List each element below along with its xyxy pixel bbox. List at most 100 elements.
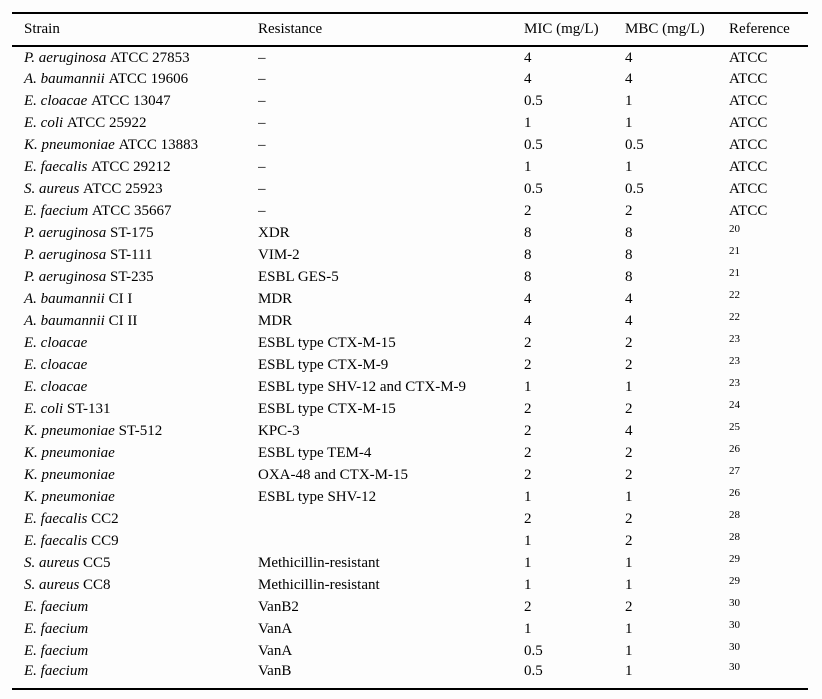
reference-value: 22 (729, 310, 740, 323)
strain-identifier: ST-235 (106, 268, 154, 285)
table-row: E. coli ATCC 25922 – 1 1 ATCC (12, 112, 808, 134)
strain-cell: E. faecium (12, 640, 258, 662)
reference-value: 26 (729, 486, 740, 499)
column-header-mbc: MBC (mg/L) (625, 21, 705, 37)
table-row: K. pneumoniae ST-512 KPC-3 2 4 25 (12, 420, 808, 442)
table-row: K. pneumoniae ATCC 13883 – 0.5 0.5 ATCC (12, 134, 808, 156)
strain-cell: A. baumannii CI II (12, 310, 258, 332)
reference-value: 22 (729, 288, 740, 301)
mic-cell: 0.5 (524, 92, 543, 109)
table-row: A. baumannii ATCC 19606 – 4 4 ATCC (12, 68, 808, 90)
mbc-cell: 0.5 (625, 180, 644, 197)
strain-cell: K. pneumoniae (12, 442, 258, 464)
reference-value: ATCC (729, 114, 768, 131)
strain-species: K. pneumoniae (24, 136, 115, 153)
reference-value: ATCC (729, 92, 768, 109)
reference-cell: ATCC (729, 68, 808, 90)
strain-susceptibility-table-container: Strain Resistance MIC (mg/L) MBC (mg/L) … (12, 12, 808, 690)
mbc-cell: 4 (625, 290, 633, 307)
reference-value: 30 (729, 640, 740, 653)
reference-cell: 21 (729, 266, 808, 288)
resistance-cell: VanB (258, 663, 292, 679)
resistance-cell: – (258, 158, 266, 175)
table-row: E. faecalis CC2 2 2 28 (12, 508, 808, 530)
mbc-cell: 4 (625, 50, 633, 66)
mic-cell: 1 (524, 576, 532, 593)
resistance-cell: Methicillin-resistant (258, 576, 380, 593)
table-row: K. pneumoniae OXA-48 and CTX-M-15 2 2 27 (12, 464, 808, 486)
strain-species: S. aureus (24, 576, 80, 593)
reference-cell: 26 (729, 486, 808, 508)
reference-value: 30 (729, 662, 740, 673)
strain-cell: E. cloacae (12, 354, 258, 376)
strain-cell: E. cloacae ATCC 13047 (12, 90, 258, 112)
strain-species: K. pneumoniae (24, 466, 115, 483)
reference-value: 29 (729, 574, 740, 587)
strain-species: E. cloacae (24, 378, 88, 395)
mic-cell: 2 (524, 422, 532, 439)
mbc-cell: 1 (625, 663, 633, 679)
resistance-cell: MDR (258, 312, 293, 329)
reference-value: 25 (729, 420, 740, 433)
reference-cell: 24 (729, 398, 808, 420)
reference-value: ATCC (729, 50, 768, 66)
table-row: E. faecalis CC9 1 2 28 (12, 530, 808, 552)
reference-cell: 22 (729, 288, 808, 310)
table-row: S. aureus ATCC 25923 – 0.5 0.5 ATCC (12, 178, 808, 200)
reference-cell: ATCC (729, 200, 808, 222)
strain-species: E. faecium (24, 642, 89, 659)
strain-cell: K. pneumoniae (12, 486, 258, 508)
strain-cell: E. faecalis CC9 (12, 530, 258, 552)
mbc-cell: 2 (625, 202, 633, 219)
strain-species: E. faecalis (24, 532, 88, 549)
mic-cell: 4 (524, 312, 532, 329)
strain-species: K. pneumoniae (24, 488, 115, 505)
resistance-cell (258, 530, 524, 552)
reference-cell: 23 (729, 332, 808, 354)
strain-identifier: ATCC 35667 (88, 202, 172, 219)
reference-cell: ATCC (729, 134, 808, 156)
strain-species: K. pneumoniae (24, 444, 115, 461)
column-header-strain: Strain (24, 21, 60, 37)
mbc-cell: 1 (625, 92, 633, 109)
strain-species: A. baumannii (24, 290, 105, 307)
mic-cell: 8 (524, 268, 532, 285)
strain-identifier: CC8 (79, 576, 111, 593)
strain-identifier: ATCC 25923 (79, 180, 163, 197)
strain-species: P. aeruginosa (24, 50, 107, 66)
strain-identifier: ST-512 (114, 422, 163, 439)
resistance-cell: – (258, 136, 266, 153)
strain-cell: S. aureus CC5 (12, 552, 258, 574)
mbc-cell: 2 (625, 334, 633, 351)
reference-cell: 27 (729, 464, 808, 486)
strain-species: E. faecalis (24, 510, 88, 527)
mic-cell: 4 (524, 70, 532, 87)
strain-cell: E. faecium (12, 596, 258, 618)
table-row: S. aureus CC5 Methicillin-resistant 1 1 … (12, 552, 808, 574)
mic-cell: 2 (524, 444, 532, 461)
reference-cell: ATCC (729, 156, 808, 178)
strain-species: E. coli (24, 114, 64, 131)
reference-cell: ATCC (729, 178, 808, 200)
reference-cell: 30 (729, 596, 808, 618)
table-row: E. coli ST-131 ESBL type CTX-M-15 2 2 24 (12, 398, 808, 420)
strain-cell: P. aeruginosa ST-235 (12, 266, 258, 288)
mbc-cell: 4 (625, 422, 633, 439)
mic-cell: 4 (524, 290, 532, 307)
strain-cell: K. pneumoniae (12, 464, 258, 486)
reference-value: 29 (729, 552, 740, 565)
reference-value: ATCC (729, 136, 768, 153)
mbc-cell: 4 (625, 312, 633, 329)
table-row: A. baumannii CI II MDR 4 4 22 (12, 310, 808, 332)
strain-species: K. pneumoniae (24, 422, 115, 439)
mbc-cell: 8 (625, 268, 633, 285)
strain-cell: K. pneumoniae ST-512 (12, 420, 258, 442)
mbc-cell: 2 (625, 510, 633, 527)
strain-identifier: ATCC 25922 (63, 114, 147, 131)
mic-cell: 2 (524, 400, 532, 417)
mic-cell: 0.5 (524, 663, 543, 679)
mic-cell: 2 (524, 466, 532, 483)
strain-cell: A. baumannii CI I (12, 288, 258, 310)
table-body: P. aeruginosa ATCC 27853 – 4 4 ATCC A. b… (12, 46, 808, 689)
strain-cell: P. aeruginosa ATCC 27853 (12, 46, 258, 68)
